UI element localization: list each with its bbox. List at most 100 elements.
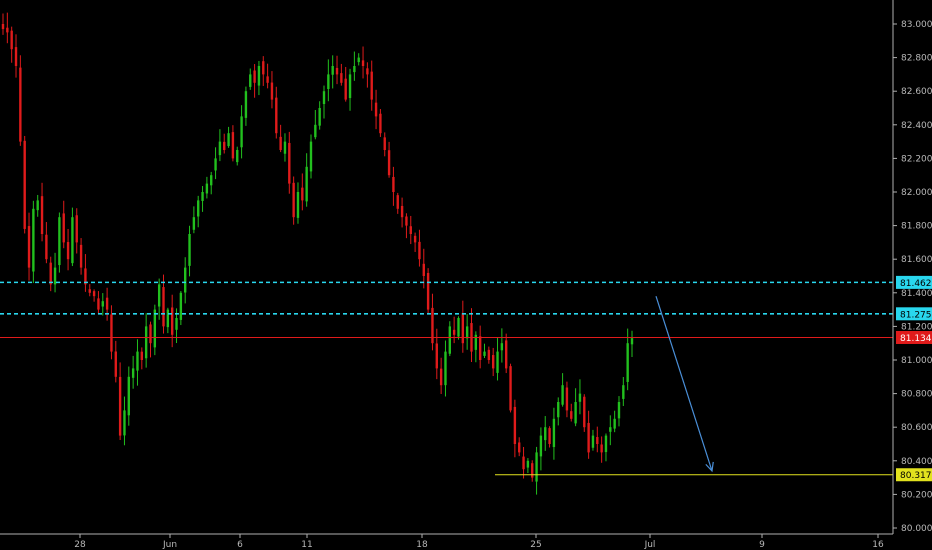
candle-body xyxy=(387,150,391,176)
candle-body xyxy=(75,215,78,243)
candle-body xyxy=(184,267,187,293)
candle-body xyxy=(170,307,174,335)
time-tick-label: 18 xyxy=(416,540,428,550)
candle-body xyxy=(344,78,347,100)
candle-body xyxy=(318,108,321,126)
price-tick-label: 82.000 xyxy=(901,188,932,198)
candle-body xyxy=(179,292,183,320)
time-tick-label: 9 xyxy=(759,540,765,550)
candle-body xyxy=(405,216,408,226)
candle-body xyxy=(439,368,443,386)
price-tick-label: 81.600 xyxy=(901,255,932,265)
time-axis: 28 Jun 6 11 18 25 Jul 9 16 xyxy=(0,533,893,550)
candle-body xyxy=(561,385,564,405)
candle-body xyxy=(526,460,530,468)
candle-body xyxy=(140,351,144,360)
price-tick-label: 82.400 xyxy=(901,121,932,131)
candle-body xyxy=(626,343,629,382)
candle-body xyxy=(58,217,61,266)
candle-body xyxy=(101,301,104,307)
candle-body xyxy=(617,402,621,419)
projection-arrow-head xyxy=(705,461,714,473)
price-tick-label: 80.400 xyxy=(901,457,932,467)
candle-body xyxy=(197,200,200,217)
time-tick-label: 11 xyxy=(301,540,312,550)
candle-body xyxy=(301,187,304,201)
candle-body xyxy=(331,66,334,75)
candle-body xyxy=(257,66,261,86)
price-tick-label: 80.000 xyxy=(901,524,932,534)
candle-body xyxy=(110,314,113,352)
candle-body xyxy=(288,142,291,184)
price-level-labels: 81.462 81.275 81.134 80.317 xyxy=(896,275,932,482)
price-tick-label: 80.600 xyxy=(901,423,932,433)
candle-body xyxy=(491,355,495,369)
candle-body xyxy=(557,402,560,418)
candle-body xyxy=(418,241,421,260)
candle-body xyxy=(214,158,217,171)
candle-body xyxy=(474,334,478,350)
candle-body xyxy=(162,287,165,327)
resistance-1-label-box xyxy=(896,275,932,289)
resistance-1-label: 81.462 xyxy=(900,279,932,289)
candle-body xyxy=(118,376,122,436)
candle-body xyxy=(422,263,425,276)
price-tick-label: 81.200 xyxy=(901,322,932,332)
price-tick-label: 82.200 xyxy=(901,154,932,164)
price-tick-label: 80.800 xyxy=(901,390,932,400)
candle-body xyxy=(23,140,26,229)
candle-body xyxy=(327,74,330,90)
candle-body xyxy=(518,442,521,453)
candle-body xyxy=(366,68,369,75)
support-label: 80.317 xyxy=(900,471,932,481)
candle-body xyxy=(465,326,469,339)
candle-body xyxy=(205,183,209,194)
candle-body xyxy=(14,47,18,66)
candle-body xyxy=(535,452,538,482)
price-tick-label: 81.400 xyxy=(901,289,932,299)
candle-body xyxy=(609,427,612,432)
candle-body xyxy=(578,393,582,402)
candle-body xyxy=(583,396,586,428)
candle-body xyxy=(322,91,326,104)
last-price-label-box xyxy=(896,330,932,344)
candle-body xyxy=(262,61,265,75)
candle-body xyxy=(114,351,117,377)
candle-body xyxy=(92,291,96,297)
candle-body xyxy=(19,67,22,142)
candle-body xyxy=(227,133,230,147)
candle-body xyxy=(292,182,295,218)
candle-body xyxy=(400,205,404,218)
candle-body xyxy=(604,435,608,453)
candle-body xyxy=(426,272,430,310)
candle-body xyxy=(244,91,248,118)
candle-body xyxy=(32,208,35,272)
candle-body xyxy=(335,67,339,75)
candle-body xyxy=(6,27,9,33)
candle-body xyxy=(478,336,482,360)
candle-body xyxy=(270,82,274,100)
candle-body xyxy=(123,410,126,436)
candle-body xyxy=(487,349,491,360)
candle-body xyxy=(136,351,139,371)
candle-body xyxy=(97,298,100,310)
time-tick-label: 25 xyxy=(530,540,541,550)
candle-body xyxy=(157,284,161,307)
candle-body xyxy=(253,70,256,83)
candle-body xyxy=(357,57,360,63)
time-tick-label: 28 xyxy=(74,540,86,550)
candle-body xyxy=(522,456,525,470)
projection-arrow xyxy=(655,295,714,473)
candle-body xyxy=(374,102,378,117)
candle-body xyxy=(127,376,130,416)
candle-body xyxy=(266,76,269,83)
candle-body xyxy=(613,418,616,429)
candle-body xyxy=(153,309,157,348)
candle-body xyxy=(210,175,213,186)
candle-body xyxy=(570,411,573,419)
candle-body xyxy=(283,141,287,154)
candle-body xyxy=(49,262,52,285)
candle-body xyxy=(105,297,109,310)
candle-body xyxy=(565,387,569,411)
candle-body xyxy=(552,418,556,448)
